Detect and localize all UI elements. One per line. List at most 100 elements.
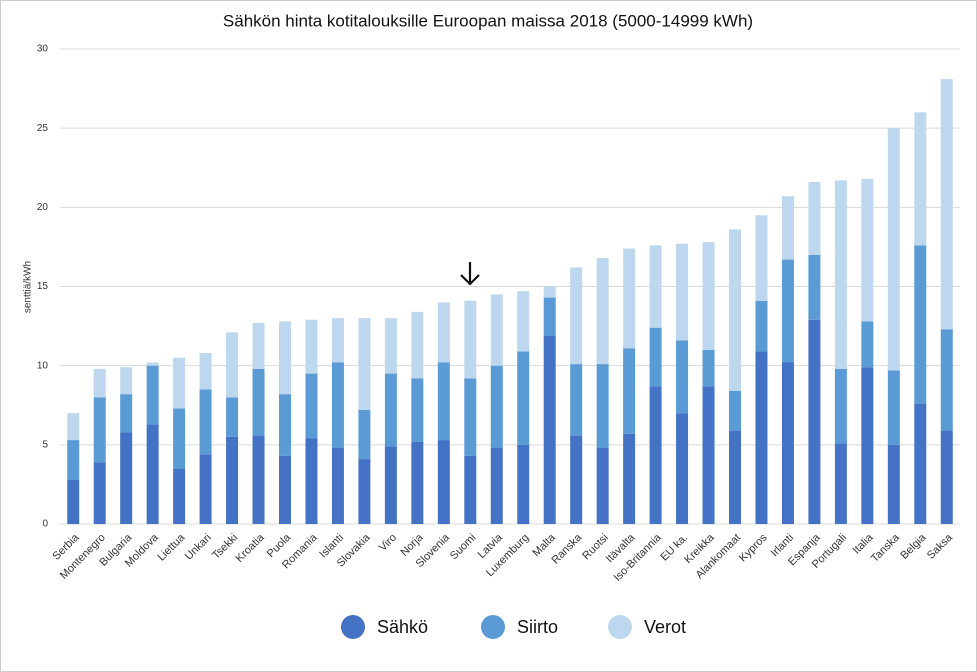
bar-segment xyxy=(596,364,609,448)
bar-segment xyxy=(940,329,953,431)
bar-segment xyxy=(279,394,291,456)
bar-segment xyxy=(543,286,556,298)
bar-segment xyxy=(887,128,900,371)
bar-segment xyxy=(755,300,768,352)
y-tick-label: 15 xyxy=(37,281,49,292)
bar-segment xyxy=(834,443,847,524)
y-tick-label: 20 xyxy=(37,202,49,213)
bar-segment xyxy=(834,368,847,444)
bar-segment xyxy=(781,196,794,260)
bar-segment xyxy=(252,368,265,436)
y-axis-label: senttiä/kWh xyxy=(23,261,34,313)
bar-segment xyxy=(649,327,662,387)
bar-segment xyxy=(702,242,715,350)
bar-segment xyxy=(199,454,212,524)
bar-segment xyxy=(834,180,847,369)
bar-segment xyxy=(120,367,133,395)
bar-segment xyxy=(543,297,556,336)
bar-segment xyxy=(464,378,477,456)
bar-segment xyxy=(384,446,397,524)
bar-segment xyxy=(358,410,371,460)
bar-segment xyxy=(384,373,397,447)
bar-segment xyxy=(437,362,450,441)
bar-segment xyxy=(411,311,424,379)
bar-segment xyxy=(808,182,821,255)
bar-segment xyxy=(305,438,318,524)
y-tick-label: 30 xyxy=(37,44,49,55)
bar-segment xyxy=(649,386,662,524)
bar-segment xyxy=(411,378,424,442)
bar-segment xyxy=(305,319,318,374)
bar-segment xyxy=(146,424,159,524)
bar-segment xyxy=(279,455,291,524)
bar-segment xyxy=(623,433,636,524)
legend-label: Verot xyxy=(644,617,686,637)
bar-segment xyxy=(226,397,239,437)
bar-segment xyxy=(570,435,583,524)
bar-segment xyxy=(887,444,900,524)
bar-segment xyxy=(146,365,159,425)
bar-segment xyxy=(252,435,265,524)
bar-segment xyxy=(914,245,927,404)
bar-segment xyxy=(887,370,900,445)
bar-segment xyxy=(331,318,344,363)
bar-segment xyxy=(861,321,874,368)
bar-segment xyxy=(543,335,556,524)
legend-label: Siirto xyxy=(517,617,558,637)
bar-segment xyxy=(490,448,503,524)
bar-segment xyxy=(517,444,530,524)
bar-segment xyxy=(676,413,689,524)
bar-segment xyxy=(411,441,424,524)
y-tick-label: 10 xyxy=(37,360,49,371)
legend-label: Sähkö xyxy=(377,617,428,637)
bar-segment xyxy=(517,351,530,445)
legend-marker xyxy=(481,615,505,639)
bar-segment xyxy=(199,389,212,455)
bar-segment xyxy=(914,403,927,524)
bar-segment xyxy=(729,229,741,391)
legend-marker xyxy=(341,615,365,639)
bar-segment xyxy=(120,432,133,524)
bar-segment xyxy=(702,386,715,524)
bar-segment xyxy=(93,368,106,398)
bar-segment xyxy=(279,321,291,395)
bar-segment xyxy=(252,322,265,369)
bar-segment xyxy=(384,318,397,374)
y-tick-label: 5 xyxy=(42,439,48,450)
bar-segment xyxy=(649,245,662,328)
bar-segment xyxy=(93,462,106,524)
bar-segment xyxy=(861,367,874,524)
bar-segment xyxy=(437,302,450,363)
legend-marker xyxy=(608,615,632,639)
bar-segment xyxy=(490,294,503,366)
bar-segment xyxy=(781,259,794,363)
bar-segment xyxy=(464,300,477,379)
bar-segment xyxy=(173,357,186,409)
bar-segment xyxy=(808,319,821,524)
bar-segment xyxy=(67,440,80,480)
bar-segment xyxy=(331,362,344,448)
bar-segment xyxy=(729,391,741,431)
bar-segment xyxy=(490,365,503,448)
bar-segment xyxy=(93,397,106,463)
bar-segment xyxy=(940,430,953,524)
bar-segment xyxy=(67,413,80,441)
bar-segment xyxy=(437,440,450,524)
bar-segment xyxy=(676,340,689,414)
arrow-annotation xyxy=(460,262,480,286)
bar-segment xyxy=(861,178,874,322)
bar-segment xyxy=(464,455,477,524)
bar-segment xyxy=(914,112,927,246)
bar-segment xyxy=(358,459,371,524)
bar-segment xyxy=(755,351,768,524)
bar-segment xyxy=(702,349,715,387)
bar-segment xyxy=(173,468,186,524)
bar-segment xyxy=(331,448,344,524)
bar-segment xyxy=(199,353,212,390)
bar-segment xyxy=(808,254,821,320)
bar-segment xyxy=(676,243,689,341)
bar-segment xyxy=(226,436,239,524)
y-tick-label: 0 xyxy=(42,519,48,530)
bar-segment xyxy=(358,318,371,410)
